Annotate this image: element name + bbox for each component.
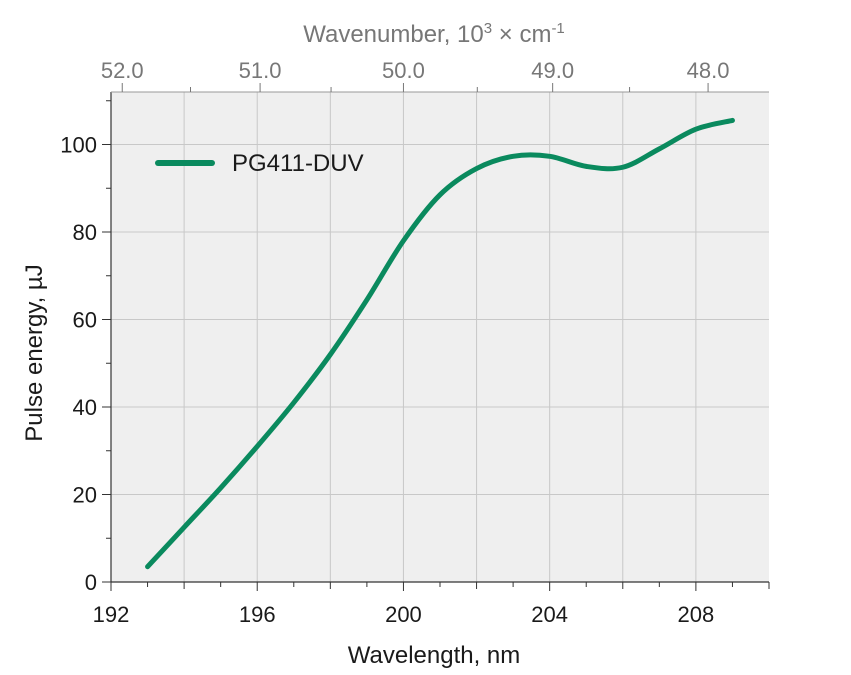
x-tick-label: 200 [385,602,422,627]
top-tick-label: 51.0 [239,58,282,83]
top-tick-label: 49.0 [531,58,574,83]
top-tick-label: 48.0 [687,58,730,83]
y-tick-label: 40 [73,395,97,420]
x-tick-label: 208 [678,602,715,627]
legend: PG411-DUV [155,150,364,177]
series-layer [145,117,735,570]
series-line-pg411-duv [145,117,735,570]
y-tick-label: 20 [73,483,97,508]
y-tick-label: 0 [85,570,97,595]
tick-marks [102,83,770,591]
top-tick-label: 52.0 [101,58,144,83]
x-tick-label: 196 [239,602,276,627]
x-tick-label: 204 [531,602,568,627]
y-tick-label: 100 [60,133,97,158]
y-tick-label: 80 [73,220,97,245]
x-tick-label: 192 [93,602,130,627]
plot-area [111,92,769,582]
x-axis-title: Wavelength, nm [348,642,521,669]
y-axis-title: Pulse energy, µJ [21,264,48,441]
legend-label: PG411-DUV [232,150,364,177]
grid-lines [111,92,769,582]
top-axis-title: Wavenumber, 103 × cm-1 [303,20,565,48]
tick-labels: 192 196 200 204 208 0 20 40 60 80 100 52.0 51.0 50.0 4… [60,58,729,627]
top-tick-label: 50.0 [382,58,425,83]
y-tick-label: 60 [73,308,97,333]
